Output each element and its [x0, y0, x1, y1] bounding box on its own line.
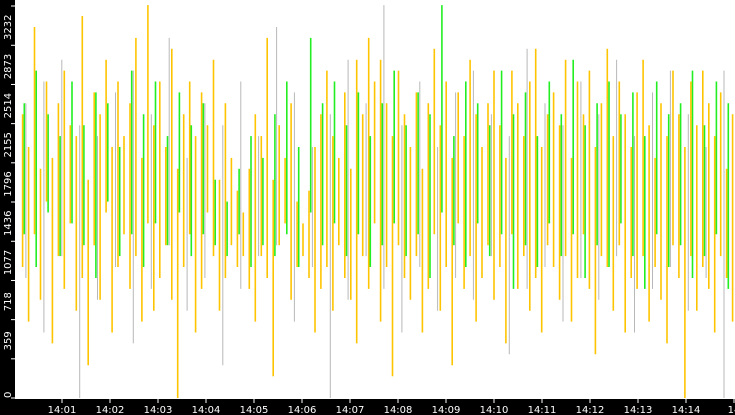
y-tick-label: 1436: [3, 211, 14, 236]
x-tick-label: 14:03: [144, 405, 173, 415]
x-tick-label: 14:02: [96, 405, 125, 415]
y-tick-label: 2155: [3, 132, 14, 157]
x-tick-label: 14:12: [576, 405, 605, 415]
x-tick-label: 14:04: [192, 405, 221, 415]
y-tick-label: 3232: [3, 15, 14, 40]
x-axis-band: [0, 399, 735, 415]
x-tick-label: 14: [728, 405, 735, 415]
chart-marks: [21, 5, 734, 398]
x-tick-label: 14:06: [288, 405, 317, 415]
x-tick-label: 14:14: [672, 405, 701, 415]
y-tick-label: 1796: [3, 171, 14, 196]
y-tick-label: 3592: [3, 0, 14, 1]
y-tick-label: 718: [3, 292, 14, 311]
y-tick-label: 0: [3, 392, 14, 398]
y-axis: 0 359 718 1077 1436 1796 2155 2514 2873 3232 3592: [3, 0, 16, 399]
x-tick-label: 14:07: [336, 405, 365, 415]
y-tick-label: 359: [3, 331, 14, 350]
x-axis: 14:01 14:02 14:03 14:04 14:05 14:06 14:07 14:08…: [48, 399, 735, 415]
x-tick-label: 14:11: [528, 405, 557, 415]
x-tick-label: 14:13: [624, 405, 653, 415]
y-tick-label: 1077: [3, 250, 14, 275]
x-tick-label: 14:08: [384, 405, 413, 415]
y-tick-label: 2873: [3, 54, 14, 79]
x-tick-label: 14:01: [48, 405, 77, 415]
x-tick-label: 14:10: [480, 405, 509, 415]
x-tick-label: 14:09: [432, 405, 461, 415]
y-tick-label: 2514: [3, 93, 14, 118]
y-axis-band: [0, 0, 15, 415]
x-tick-label: 14:05: [240, 405, 269, 415]
